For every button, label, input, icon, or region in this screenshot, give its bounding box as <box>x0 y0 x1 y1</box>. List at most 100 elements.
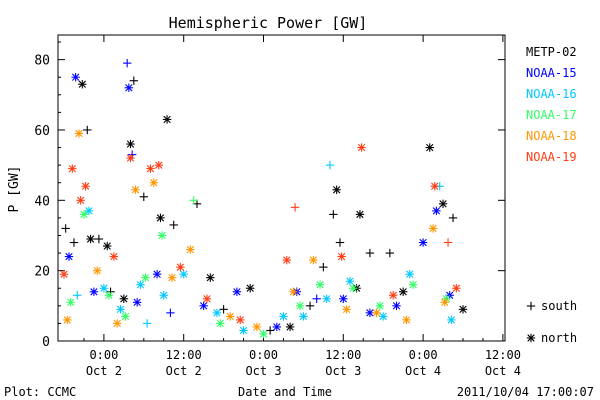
data-point <box>402 315 411 325</box>
data-point <box>84 206 94 216</box>
data-point <box>136 280 145 289</box>
data-point <box>216 319 225 328</box>
data-point <box>169 220 178 230</box>
data-point <box>372 308 381 318</box>
data-point <box>282 255 291 265</box>
data-point <box>71 73 80 82</box>
x-tick-time: 0:00 <box>249 348 278 362</box>
data-point <box>272 322 281 332</box>
data-point <box>64 252 74 261</box>
legend-entry: NOAA-16 <box>526 87 577 101</box>
legend-entry: NOAA-15 <box>526 66 577 80</box>
data-point <box>149 178 158 187</box>
x-axis: 0:00 Oct 2 12:00 Oct 2 0:00 Oct 3 12:00 Oct 3 0:… <box>83 35 521 378</box>
data-point <box>265 326 275 335</box>
data-point <box>94 234 104 244</box>
data-point <box>122 58 132 68</box>
data-point <box>342 305 351 314</box>
data-point <box>68 164 77 173</box>
data-point <box>212 308 222 318</box>
data-point <box>131 185 140 194</box>
plus-marker-icon <box>526 301 536 311</box>
data-point <box>176 262 185 272</box>
data-point <box>365 248 375 258</box>
marker-legend-label: south <box>541 299 577 313</box>
x-tick-date: Oct 4 <box>405 364 441 378</box>
chart-title: Hemispheric Power [GW] <box>169 14 368 32</box>
asterisk-marker-icon <box>526 333 536 343</box>
y-tick-label: 80 <box>34 54 50 69</box>
data-point <box>405 269 414 279</box>
data-point <box>78 80 87 89</box>
x-tick-date: Oct 4 <box>485 364 521 378</box>
data-point <box>66 298 75 307</box>
data-point <box>259 329 268 339</box>
data-point <box>448 213 458 223</box>
data-point <box>73 291 82 300</box>
data-point <box>157 231 167 240</box>
data-point <box>239 326 248 335</box>
data-point <box>385 248 395 258</box>
data-point <box>126 153 135 163</box>
data-point <box>154 160 163 170</box>
data-point <box>295 301 305 311</box>
data-point <box>279 312 288 321</box>
data-point <box>63 315 72 325</box>
data-point <box>339 294 348 303</box>
data-point <box>59 269 69 279</box>
legend-entry: NOAA-18 <box>526 129 577 143</box>
data-point <box>86 234 95 244</box>
data-point <box>232 287 242 296</box>
x-tick-time: 0:00 <box>409 348 438 362</box>
data-point <box>392 301 401 311</box>
data-point <box>116 305 125 314</box>
y-tick-label: 60 <box>34 124 50 139</box>
marker-legend: south north <box>526 299 577 345</box>
y-axis: 0 20 40 60 80 <box>34 41 505 350</box>
legend-entry: METP-02 <box>526 45 577 59</box>
x-axis-label: Date and Time <box>238 385 332 399</box>
data-point <box>93 266 102 275</box>
data-point <box>319 262 328 272</box>
data-point <box>189 196 198 205</box>
x-tick-time: 12:00 <box>166 348 202 362</box>
data-point <box>430 182 439 191</box>
data-point <box>206 273 215 282</box>
x-tick-date: Oct 3 <box>325 364 361 378</box>
data-point <box>355 210 365 219</box>
data-point <box>315 280 325 289</box>
plot-area-frame <box>57 34 506 342</box>
data-point <box>398 287 408 296</box>
data-point <box>379 312 388 321</box>
data-point <box>202 294 212 303</box>
x-tick-time: 12:00 <box>325 348 361 362</box>
data-point <box>337 252 346 261</box>
data-point <box>159 291 168 300</box>
data-point <box>335 238 345 247</box>
data-point <box>119 294 129 303</box>
data-point <box>332 185 341 194</box>
data-point <box>127 150 137 159</box>
data-point <box>152 269 162 279</box>
data-point <box>156 213 165 223</box>
data-point <box>166 308 175 318</box>
data-point <box>349 284 358 293</box>
data-point <box>162 115 172 124</box>
legend-entry: NOAA-17 <box>526 108 577 122</box>
data-point <box>428 224 438 233</box>
y-tick-label: 20 <box>34 265 50 280</box>
data-point <box>61 224 70 233</box>
data-point <box>252 322 262 332</box>
data-point <box>142 319 152 328</box>
data-point <box>121 312 130 321</box>
x-tick-time: 0:00 <box>89 348 118 362</box>
data-point <box>113 319 122 328</box>
y-tick-label: 0 <box>42 335 50 350</box>
data-point <box>305 301 315 311</box>
data-point <box>357 143 366 152</box>
data-point <box>345 277 355 286</box>
data-point <box>452 284 461 293</box>
plot-credit: Plot: CCMC <box>4 385 76 399</box>
data-point <box>226 312 235 321</box>
